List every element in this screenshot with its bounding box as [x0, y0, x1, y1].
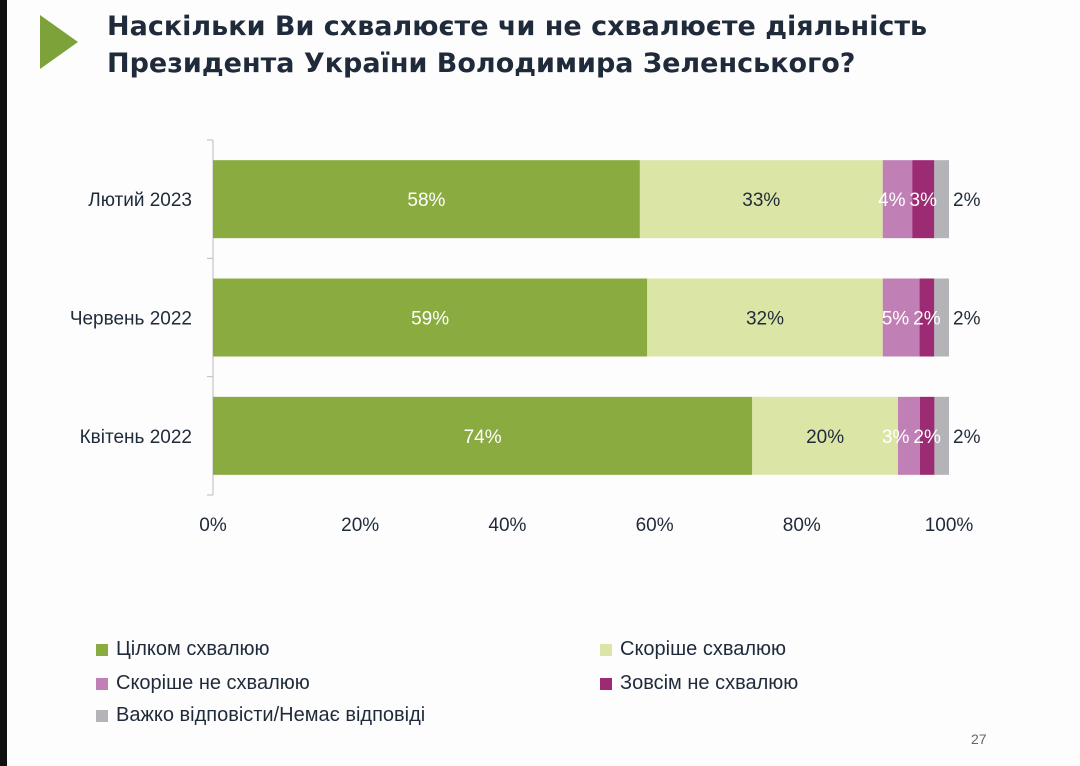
- title-line-2: Президента України Володимира Зеленськог…: [107, 48, 856, 79]
- legend-item: Зовсім не схвалюю: [600, 672, 798, 695]
- category-label: Червень 2022: [70, 309, 192, 330]
- legend-item: Скоріше не схвалюю: [96, 672, 310, 695]
- category-label: Квітень 2022: [80, 427, 192, 448]
- bar-segment: [752, 396, 898, 475]
- data-label: 33%: [742, 190, 780, 211]
- legend-swatch: [96, 677, 108, 690]
- legend-label: Цілком схвалюю: [116, 638, 270, 660]
- x-tick-label: 80%: [783, 515, 821, 536]
- legend-label: Зовсім не схвалюю: [620, 672, 799, 694]
- title-line-1: Наскільки Ви схвалюєте чи не схвалюєте д…: [107, 11, 928, 42]
- legend-swatch: [96, 709, 108, 722]
- bar-segment: [213, 160, 640, 239]
- data-label: 3%: [882, 427, 910, 448]
- bar-segment: [639, 160, 883, 239]
- bar-segment: [213, 278, 648, 357]
- x-tick-label: 100%: [925, 515, 974, 536]
- x-tick-label: 20%: [341, 515, 379, 536]
- category-label: Лютий 2023: [88, 190, 192, 211]
- data-label: 74%: [464, 427, 502, 448]
- data-label: 20%: [806, 427, 844, 448]
- legend-item: Важко відповісти/Немає відповіді: [96, 704, 425, 727]
- data-label: 4%: [878, 190, 906, 211]
- data-label: 2%: [913, 427, 941, 448]
- data-label: 2%: [913, 309, 941, 330]
- legend-swatch: [600, 643, 612, 656]
- triangle-bullet-icon: [40, 15, 78, 69]
- bar-segment: [213, 396, 753, 475]
- x-tick-label: 60%: [636, 515, 674, 536]
- page-number: 27: [971, 731, 987, 747]
- bar-segment: [882, 160, 913, 239]
- data-label: 5%: [882, 309, 910, 330]
- bar-segment: [912, 160, 935, 239]
- bar-segment: [934, 396, 949, 475]
- legend-swatch: [96, 643, 108, 656]
- data-label: 3%: [910, 190, 938, 211]
- legend-label: Важко відповісти/Немає відповіді: [116, 704, 426, 726]
- data-label: 2%: [953, 427, 981, 448]
- data-label: 58%: [407, 190, 445, 211]
- x-tick-label: 40%: [488, 515, 526, 536]
- bar-segment: [934, 160, 949, 239]
- page-title: Наскільки Ви схвалюєте чи не схвалюєте д…: [107, 8, 927, 82]
- data-label: 32%: [746, 309, 784, 330]
- legend-item: Цілком схвалюю: [96, 638, 270, 661]
- legend-label: Скоріше не схвалюю: [116, 672, 310, 694]
- bar-segment: [919, 396, 935, 475]
- bar-segment: [919, 278, 935, 357]
- legend-swatch: [600, 677, 612, 690]
- legend-label: Скоріше схвалюю: [620, 638, 787, 660]
- bar-segment: [647, 278, 883, 357]
- bar-segment: [897, 396, 920, 475]
- legend-item: Скоріше схвалюю: [600, 638, 786, 661]
- bar-segment: [934, 278, 949, 357]
- x-tick-label: 0%: [199, 515, 227, 536]
- left-border: [0, 0, 7, 766]
- data-label: 2%: [953, 309, 981, 330]
- bar-segment: [882, 278, 920, 357]
- data-label: 2%: [953, 190, 981, 211]
- data-label: 59%: [411, 309, 449, 330]
